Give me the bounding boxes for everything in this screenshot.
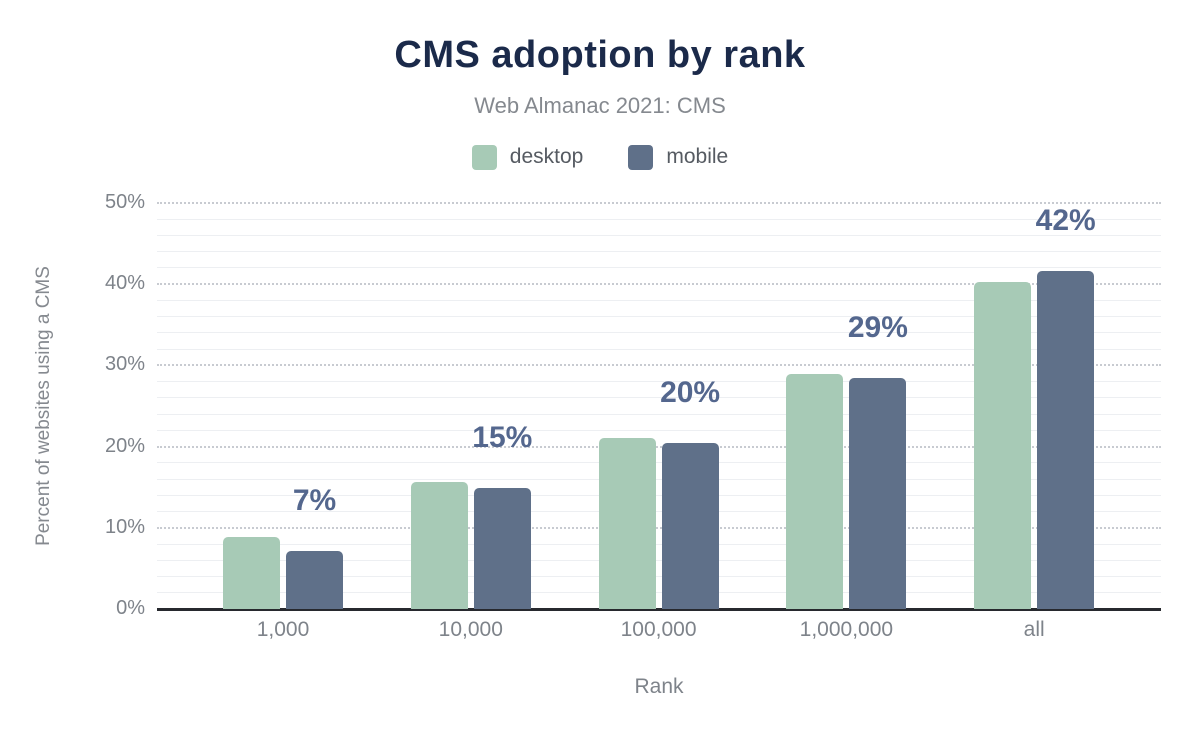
legend-label-desktop: desktop <box>509 145 584 168</box>
y-tick-label-10: 10% <box>104 515 145 538</box>
chart-title: CMS adoption by rank <box>394 34 806 76</box>
legend-swatch-mobile-icon <box>628 144 654 170</box>
y-tick-label-30: 30% <box>104 353 145 376</box>
x-axis-title: Rank <box>634 675 684 698</box>
legend: desktop mobile <box>0 142 1200 172</box>
gridline-minor-34 <box>157 332 1161 334</box>
gridline-minor-14 <box>157 494 1161 496</box>
gridline-major-10 <box>157 526 1161 529</box>
gridline-minor-38 <box>157 299 1161 301</box>
legend-item-desktop: desktop <box>471 144 584 170</box>
y-axis-title: Percent of websites using a CMS <box>33 266 54 546</box>
x-tick-label-all: all <box>1023 618 1045 641</box>
gridline-minor-42 <box>157 267 1161 269</box>
bar-mobile-all[interactable] <box>1037 271 1095 609</box>
legend-swatch-desktop-icon <box>471 144 497 170</box>
bar-mobile-1000[interactable] <box>286 550 343 609</box>
bar-value-label-10000: 15% <box>472 421 533 454</box>
x-axis-line <box>157 607 1161 611</box>
gridline-minor-36 <box>157 316 1161 318</box>
gridline-minor-12 <box>157 511 1161 513</box>
x-tick-label-10000: 10,000 <box>438 618 503 641</box>
gridline-minor-32 <box>157 348 1161 350</box>
gridline-minor-6 <box>157 559 1161 561</box>
bar-value-label-1000: 7% <box>292 483 337 517</box>
gridline-major-50 <box>157 202 1161 204</box>
gridline-major-30 <box>157 364 1161 367</box>
chart-subtitle: Web Almanac 2021: CMS <box>474 93 726 118</box>
bar-value-label-1000000: 29% <box>847 310 908 344</box>
gridline-minor-18 <box>157 462 1161 464</box>
gridline-minor-24 <box>157 413 1161 415</box>
gridline-minor-26 <box>157 397 1161 399</box>
y-tick-label-40: 40% <box>104 272 145 295</box>
bar-desktop-100000[interactable] <box>598 437 656 609</box>
gridline-minor-16 <box>157 478 1161 480</box>
bar-mobile-1000000[interactable] <box>849 377 907 609</box>
legend-item-mobile: mobile <box>628 144 729 170</box>
bar-desktop-1000000[interactable] <box>786 373 844 609</box>
gridline-major-20 <box>157 445 1161 448</box>
y-tick-label-20: 20% <box>104 434 145 457</box>
bar-desktop-all[interactable] <box>974 281 1032 609</box>
gridline-minor-2 <box>157 592 1161 594</box>
bar-desktop-10000[interactable] <box>410 482 468 609</box>
gridline-minor-46 <box>157 234 1161 236</box>
bar-desktop-1000[interactable] <box>223 536 280 609</box>
gridline-minor-28 <box>157 381 1161 383</box>
gridline-minor-8 <box>157 543 1161 545</box>
bar-mobile-100000[interactable] <box>661 443 719 609</box>
gridline-minor-22 <box>157 429 1161 431</box>
gridline-minor-44 <box>157 251 1161 253</box>
legend-label-mobile: mobile <box>666 145 729 168</box>
bar-mobile-10000[interactable] <box>473 488 531 609</box>
gridline-major-40 <box>157 283 1161 286</box>
x-tick-label-1000: 1,000 <box>256 618 310 641</box>
gridline-minor-48 <box>157 218 1161 220</box>
bar-value-label-100000: 20% <box>660 376 721 410</box>
gridline-minor-4 <box>157 576 1161 578</box>
x-tick-label-100000: 100,000 <box>620 618 697 641</box>
y-tick-label-0: 0% <box>116 597 145 619</box>
bar-value-label-all: 42% <box>1035 204 1096 238</box>
y-tick-label-50: 50% <box>104 191 145 213</box>
x-tick-label-1000000: 1,000,000 <box>799 618 894 641</box>
